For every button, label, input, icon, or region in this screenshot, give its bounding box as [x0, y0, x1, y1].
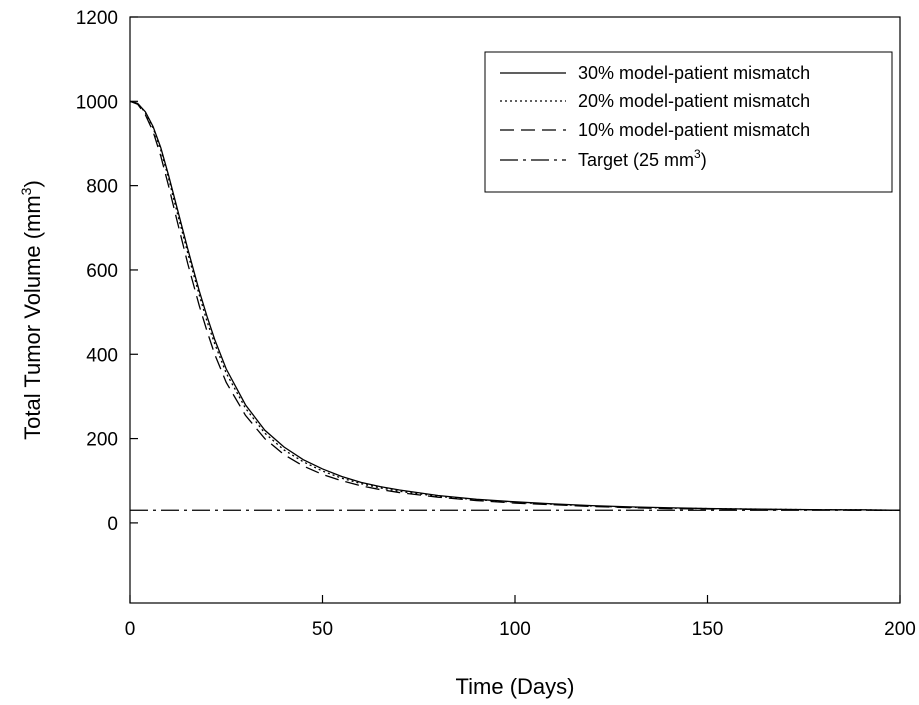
y-axis-title-superscript: 3 [18, 187, 34, 195]
x-tick-label: 100 [499, 619, 531, 640]
legend-label-target-superscript: 3 [694, 147, 701, 161]
x-tick-label: 0 [125, 619, 136, 640]
legend-item-10pct-label: 10% model-patient mismatch [578, 120, 810, 140]
y-tick-label: 400 [86, 345, 118, 366]
series-group [129, 100, 901, 511]
y-axis-title-close: ) [20, 180, 45, 187]
y-axis-title: Total Tumor Volume (mm3) [18, 180, 45, 440]
y-tick-label: 600 [86, 261, 118, 282]
legend-items: 30% model-patient mismatch 20% model-pati… [500, 63, 810, 161]
y-tick-label: 1000 [76, 92, 118, 113]
x-tick-label: 200 [884, 619, 916, 640]
y-tick-label: 200 [86, 430, 118, 451]
x-ticks-group: 0 50 100 150 200 [125, 595, 916, 640]
legend-item-20pct-label: 20% model-patient mismatch [578, 91, 810, 111]
y-tick-label: 0 [107, 514, 118, 535]
legend-label-target: Target (25 mm3) [578, 147, 707, 170]
legend-label-target-close: ) [701, 150, 707, 170]
legend-label-target-main: Target (25 mm [578, 150, 694, 170]
series-10pct-line [129, 100, 900, 511]
x-tick-label: 50 [312, 619, 333, 640]
legend-box [484, 51, 893, 193]
y-axis-title-main: Total Tumor Volume (mm [20, 195, 45, 440]
legend: 30% model-patient mismatch 20% model-pati… [484, 51, 893, 193]
series-20pct-line [129, 100, 901, 511]
y-ticks-group: 0 200 400 600 800 1000 1200 [76, 8, 138, 535]
x-tick-label: 150 [692, 619, 724, 640]
legend-item-30pct-label: 30% model-patient mismatch [578, 63, 810, 83]
y-tick-label: 800 [86, 177, 118, 198]
x-axis-title: Time (Days) [456, 674, 575, 699]
y-tick-label: 1200 [76, 8, 118, 29]
